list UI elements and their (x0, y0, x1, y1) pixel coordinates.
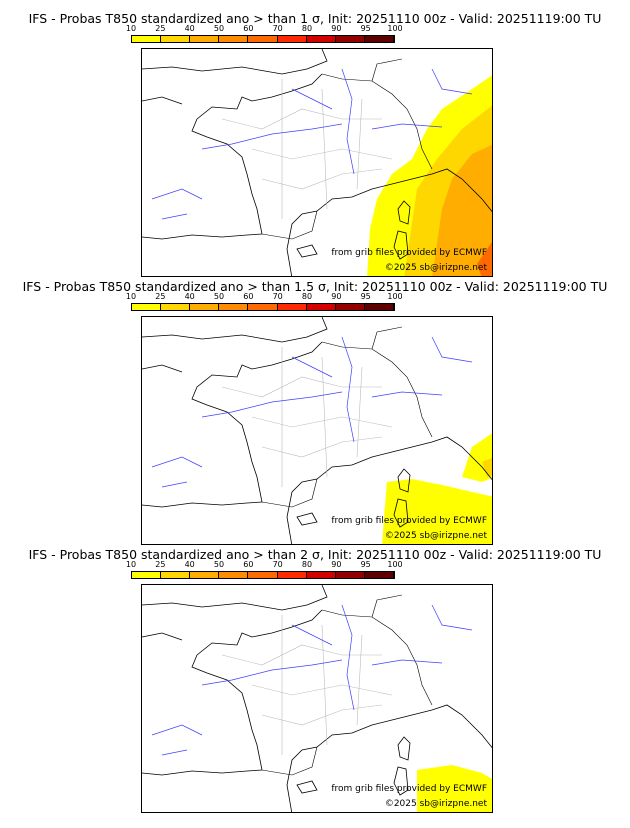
colorbar-tick: 95 (360, 560, 371, 569)
colorbar-tick: 60 (243, 560, 254, 569)
colorbar-segment (277, 304, 307, 310)
colorbar-tick: 100 (387, 292, 403, 301)
colorbar-segment (190, 36, 220, 42)
colorbar-tick: 70 (272, 292, 283, 301)
colorbar-segment (219, 572, 249, 578)
colorbar-tick: 10 (125, 24, 137, 33)
colorbar-segment (161, 304, 191, 310)
colorbar-tick: 80 (301, 24, 313, 33)
colorbar-tick: 50 (213, 560, 225, 569)
colorbar-segment (161, 572, 191, 578)
colorbar-segment (248, 36, 278, 42)
colorbar (131, 303, 395, 311)
colorbar-segment (248, 572, 278, 578)
colorbar-tick: 40 (184, 292, 195, 301)
colorbar-segment (306, 304, 336, 310)
colorbar-tick: 70 (272, 24, 283, 33)
colorbar-tick: 100 (387, 24, 403, 33)
colorbar-segment (335, 36, 365, 42)
colorbar-segment (132, 572, 162, 578)
colorbar-tick: 95 (360, 24, 371, 33)
colorbar-tick: 10 (125, 292, 137, 301)
colorbar-tick: 25 (155, 560, 166, 569)
source-credit: from grib files provided by ECMWF (331, 784, 487, 794)
colorbar-segment (364, 36, 394, 42)
probability-shading (367, 75, 492, 276)
map-panel-2: IFS - Probas T850 standardized ano > tha… (0, 268, 630, 545)
source-credit: from grib files provided by ECMWF (331, 516, 487, 526)
colorbar-segment (306, 572, 336, 578)
copyright-credit: ©2025 sb@irizpne.net (384, 263, 487, 273)
colorbar-segment (190, 304, 220, 310)
map-panel-1: IFS - Probas T850 standardized ano > tha… (0, 0, 630, 277)
colorbar-segment (364, 572, 394, 578)
colorbar-tick: 95 (360, 292, 371, 301)
colorbar-tick: 70 (272, 560, 283, 569)
colorbar-tick: 50 (213, 292, 225, 301)
colorbar-segment (161, 36, 191, 42)
colorbar-tick: 90 (331, 24, 342, 33)
colorbar-segment (277, 36, 307, 42)
colorbar-segment (132, 36, 162, 42)
colorbar-tick: 90 (331, 292, 342, 301)
colorbar-ticks: 10 25 40 50 60 70 80 90 95 100 (126, 560, 403, 570)
colorbar-tick: 60 (243, 292, 254, 301)
colorbar-tick: 10 (125, 560, 137, 569)
colorbar-tick: 40 (184, 560, 195, 569)
colorbar-tick: 60 (243, 24, 254, 33)
probability-shading (382, 433, 492, 544)
probability-shading (417, 765, 492, 812)
colorbar (131, 35, 395, 43)
copyright-credit: ©2025 sb@irizpne.net (384, 799, 487, 809)
colorbar-segment (248, 304, 278, 310)
probability-map: from grib files provided by ECMWF ©2025 … (141, 584, 493, 813)
colorbar-tick: 80 (301, 292, 313, 301)
colorbar-tick: 90 (331, 560, 342, 569)
colorbar-segment (306, 36, 336, 42)
colorbar-tick: 100 (387, 560, 403, 569)
colorbar-tick: 25 (155, 292, 166, 301)
colorbar-segment (364, 304, 394, 310)
colorbar-segment (190, 572, 220, 578)
map-svg (142, 317, 492, 544)
colorbar-tick: 80 (301, 560, 313, 569)
colorbar-segment (335, 572, 365, 578)
colorbar-segment (277, 572, 307, 578)
colorbar-tick: 25 (155, 24, 166, 33)
copyright-credit: ©2025 sb@irizpne.net (384, 531, 487, 541)
map-svg (142, 585, 492, 812)
colorbar-segment (132, 304, 162, 310)
colorbar-ticks: 10 25 40 50 60 70 80 90 95 100 (126, 24, 403, 34)
probability-map: from grib files provided by ECMWF ©2025 … (141, 316, 493, 545)
panel-title: IFS - Probas T850 standardized ano > tha… (28, 11, 602, 26)
colorbar-tick: 50 (213, 24, 225, 33)
probability-map: from grib files provided by ECMWF ©2025 … (141, 48, 493, 277)
map-panel-3: IFS - Probas T850 standardized ano > tha… (0, 536, 630, 813)
colorbar-segment (335, 304, 365, 310)
panel-title: IFS - Probas T850 standardized ano > tha… (22, 279, 608, 294)
colorbar-ticks: 10 25 40 50 60 70 80 90 95 100 (126, 292, 403, 302)
map-svg (142, 49, 492, 276)
colorbar-segment (219, 304, 249, 310)
colorbar-tick: 40 (184, 24, 195, 33)
colorbar (131, 571, 395, 579)
colorbar-segment (219, 36, 249, 42)
source-credit: from grib files provided by ECMWF (331, 248, 487, 258)
panel-title: IFS - Probas T850 standardized ano > tha… (28, 547, 602, 562)
